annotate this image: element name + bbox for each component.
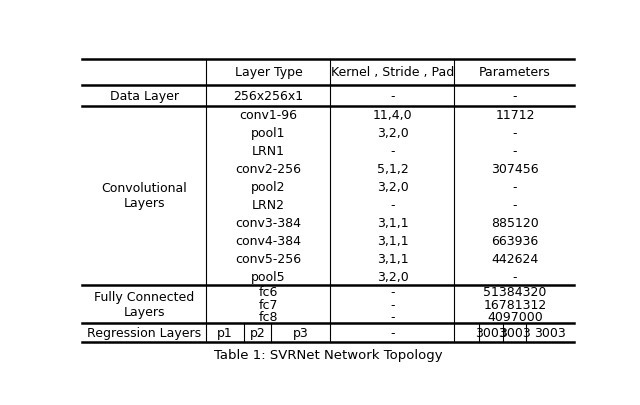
Text: -: -: [513, 90, 517, 102]
Text: 256x256x1: 256x256x1: [234, 90, 303, 102]
Text: 3,2,0: 3,2,0: [376, 181, 408, 194]
Text: Layer Type: Layer Type: [235, 66, 302, 79]
Text: 442624: 442624: [492, 252, 539, 265]
Text: -: -: [513, 270, 517, 283]
Text: Convolutional
Layers: Convolutional Layers: [102, 182, 188, 210]
Text: -: -: [390, 198, 395, 211]
Text: p2: p2: [250, 326, 265, 339]
Text: pool5: pool5: [251, 270, 286, 283]
Text: -: -: [390, 90, 395, 102]
Text: 3,1,1: 3,1,1: [377, 234, 408, 247]
Text: Parameters: Parameters: [479, 66, 551, 79]
Text: 3,1,1: 3,1,1: [377, 216, 408, 229]
Text: 3,2,0: 3,2,0: [376, 270, 408, 283]
Text: 663936: 663936: [492, 234, 539, 247]
Text: 307456: 307456: [491, 162, 539, 175]
Text: Kernel , Stride , Pad: Kernel , Stride , Pad: [331, 66, 454, 79]
Text: conv3-384: conv3-384: [236, 216, 301, 229]
Text: LRN1: LRN1: [252, 145, 285, 158]
Text: pool1: pool1: [252, 127, 285, 140]
Text: 3003: 3003: [534, 326, 566, 339]
Text: conv4-384: conv4-384: [236, 234, 301, 247]
Text: conv5-256: conv5-256: [236, 252, 301, 265]
Text: -: -: [390, 286, 395, 298]
Text: LRN2: LRN2: [252, 198, 285, 211]
Text: 3003: 3003: [499, 326, 531, 339]
Text: -: -: [390, 145, 395, 158]
Text: fc7: fc7: [259, 298, 278, 311]
Text: -: -: [513, 181, 517, 194]
Text: 885120: 885120: [491, 216, 539, 229]
Text: -: -: [390, 326, 395, 339]
Text: Data Layer: Data Layer: [110, 90, 179, 102]
Text: -: -: [513, 198, 517, 211]
Text: fc8: fc8: [259, 310, 278, 323]
Text: 4097000: 4097000: [487, 310, 543, 323]
Text: 16781312: 16781312: [483, 298, 547, 311]
Text: Table 1: SVRNet Network Topology: Table 1: SVRNet Network Topology: [214, 348, 442, 361]
Text: p3: p3: [293, 326, 308, 339]
Text: Fully Connected
Layers: Fully Connected Layers: [94, 290, 195, 318]
Text: 11,4,0: 11,4,0: [372, 109, 412, 122]
Text: conv1-96: conv1-96: [239, 109, 298, 122]
Text: 51384320: 51384320: [483, 286, 547, 298]
Text: 5,1,2: 5,1,2: [376, 162, 408, 175]
Text: pool2: pool2: [252, 181, 285, 194]
Text: 3,1,1: 3,1,1: [377, 252, 408, 265]
Text: -: -: [390, 298, 395, 311]
Text: -: -: [513, 127, 517, 140]
Text: -: -: [390, 310, 395, 323]
Text: 3003: 3003: [476, 326, 507, 339]
Text: Regression Layers: Regression Layers: [88, 326, 202, 339]
Text: conv2-256: conv2-256: [236, 162, 301, 175]
Text: -: -: [513, 145, 517, 158]
Text: p1: p1: [217, 326, 233, 339]
Text: 3,2,0: 3,2,0: [376, 127, 408, 140]
Text: fc6: fc6: [259, 286, 278, 298]
Text: 11712: 11712: [495, 109, 535, 122]
